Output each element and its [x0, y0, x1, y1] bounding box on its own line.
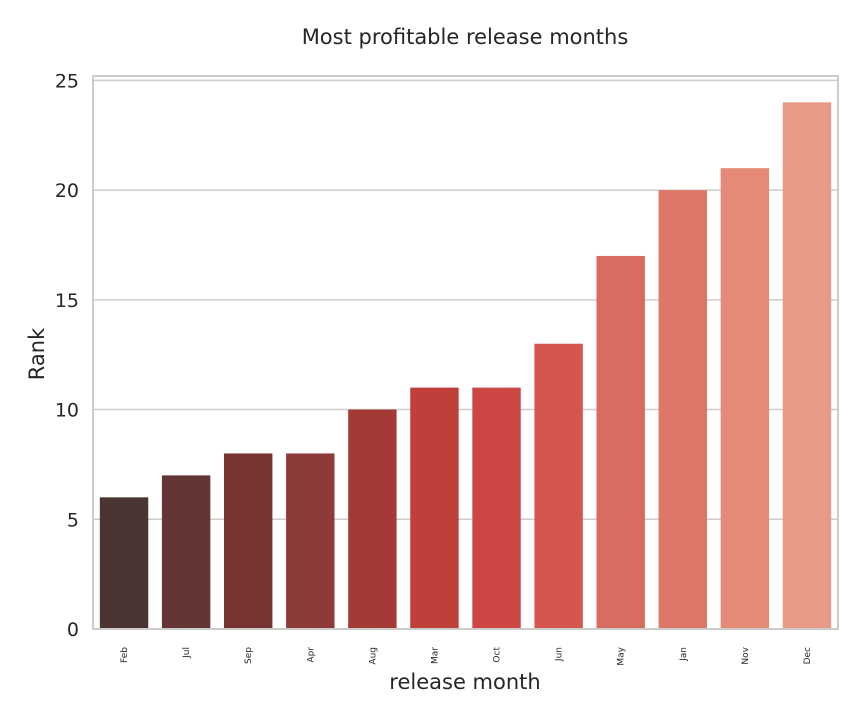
bar-may: [596, 255, 645, 629]
x-tick-label-sep: Sep: [244, 647, 254, 664]
plot-frame: [92, 75, 839, 630]
y-tick-label: 25: [55, 70, 79, 92]
x-tick-label-oct: Oct: [493, 647, 503, 663]
x-tick-label-aug: Aug: [368, 647, 378, 665]
x-axis-label: release month: [389, 670, 540, 694]
x-tick-labels: Feb Jul Sep Apr Aug Mar Oct Jun May Jan Nov Dec: [120, 646, 813, 665]
bar-jan: [658, 190, 708, 629]
x-tick-label-feb: Feb: [120, 647, 130, 663]
chart-title: Most profitable release months: [302, 25, 629, 49]
bar-apr: [286, 453, 335, 629]
x-tick-label-mar: Mar: [430, 647, 440, 664]
y-tick-labels: 0 5 10 15 20 25: [55, 70, 79, 641]
bar-aug: [348, 409, 397, 629]
x-tick-label-jul: Jul: [182, 647, 192, 659]
bar-dec: [782, 102, 832, 630]
x-tick-label-dec: Dec: [803, 647, 813, 664]
bar-jul: [161, 475, 211, 629]
bar-jun: [534, 343, 583, 629]
bar-oct: [472, 387, 521, 629]
bar-mar: [410, 387, 459, 629]
bar-sep: [223, 453, 273, 629]
y-tick-label: 0: [67, 619, 79, 641]
bar-nov: [720, 168, 770, 629]
x-tick-label-jan: Jan: [679, 647, 689, 662]
y-tick-label: 15: [55, 290, 79, 312]
bars: [99, 102, 832, 630]
y-tick-label: 20: [55, 180, 79, 202]
x-tick-label-jun: Jun: [555, 647, 565, 662]
y-tick-label: 5: [67, 509, 79, 531]
x-tick-label-nov: Nov: [741, 646, 751, 664]
x-tick-label-may: May: [617, 646, 627, 665]
y-axis-label: Rank: [25, 327, 49, 380]
y-tick-label: 10: [55, 400, 79, 422]
x-tick-label-apr: Apr: [306, 647, 316, 663]
bar-feb: [99, 497, 149, 629]
